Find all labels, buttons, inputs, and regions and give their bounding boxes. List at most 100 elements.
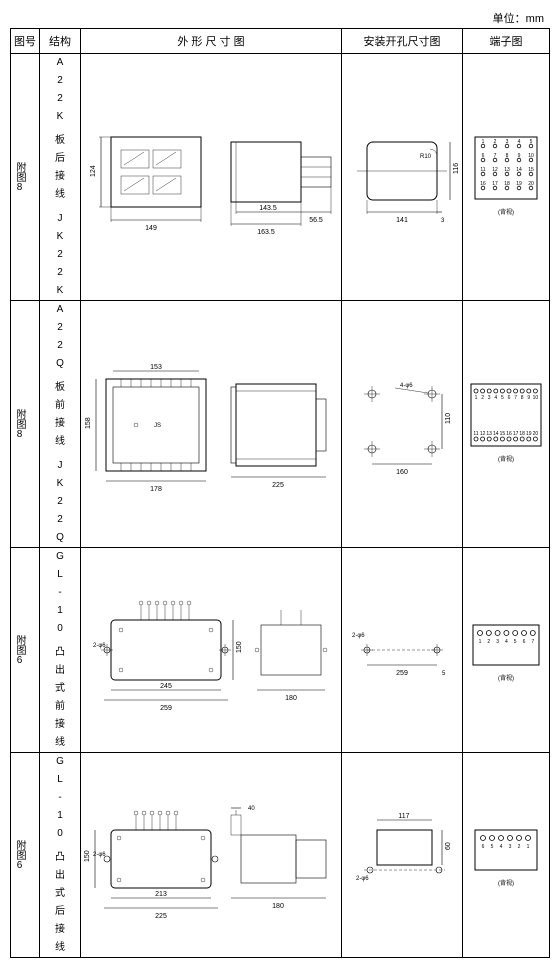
fig-label-1: 附图8 — [11, 54, 40, 301]
svg-text:17: 17 — [492, 181, 498, 187]
svg-text:143.5: 143.5 — [259, 205, 277, 212]
spec-table: 图号 结构 外 形 尺 寸 图 安装开孔尺寸图 端子图 附图8 A22K板后接线… — [10, 28, 550, 958]
row-1: 附图8 A22K板后接线JK22K 124 149 143.5 163.5 56… — [11, 54, 550, 301]
svg-text:6: 6 — [523, 639, 526, 645]
svg-text:5: 5 — [530, 139, 533, 145]
svg-text:2-φ6: 2-φ6 — [352, 633, 365, 639]
svg-text:6: 6 — [508, 395, 511, 401]
svg-text:16: 16 — [506, 431, 512, 437]
svg-text:11: 11 — [480, 167, 485, 173]
header-struct: 结构 — [40, 29, 81, 54]
svg-text:153: 153 — [150, 364, 162, 371]
svg-text:5: 5 — [491, 844, 494, 850]
svg-text:40: 40 — [248, 806, 255, 812]
svg-text:7: 7 — [494, 153, 497, 159]
svg-text:5: 5 — [514, 639, 517, 645]
svg-text:163.5: 163.5 — [257, 229, 275, 236]
svg-text:180: 180 — [285, 695, 297, 702]
svg-text:178: 178 — [150, 486, 162, 493]
svg-text:1: 1 — [482, 139, 485, 145]
svg-text:1: 1 — [527, 844, 530, 850]
row-2: 附图8 A22Q板前接线JK22Q JS 153 158 178 225 4-φ… — [11, 301, 550, 548]
outline-svg-4: 2-φ6 150 213 225 40 180 — [81, 780, 341, 930]
svg-text:19: 19 — [516, 181, 522, 187]
svg-text:150: 150 — [84, 850, 91, 862]
svg-text:13: 13 — [486, 431, 492, 437]
svg-text:3: 3 — [488, 395, 491, 401]
svg-text:(背视): (背视) — [498, 455, 514, 463]
svg-text:12: 12 — [492, 167, 498, 173]
svg-text:5: 5 — [442, 671, 446, 677]
svg-text:225: 225 — [272, 482, 284, 489]
outline-svg-2: JS 153 158 178 225 — [81, 349, 341, 499]
svg-text:10: 10 — [528, 153, 534, 159]
svg-text:7: 7 — [531, 639, 534, 645]
struct-3: GL-10凸出式前接线 — [40, 548, 81, 753]
svg-text:14: 14 — [516, 167, 522, 173]
svg-text:13: 13 — [504, 167, 510, 173]
svg-text:3: 3 — [506, 139, 509, 145]
svg-text:8: 8 — [521, 395, 524, 401]
terminal-svg-4: 654321 (背视) — [463, 780, 549, 930]
mounting-svg-1: R10 141 116 3 — [342, 102, 462, 252]
svg-text:213: 213 — [155, 891, 167, 898]
svg-text:2: 2 — [481, 395, 484, 401]
svg-text:4: 4 — [494, 395, 497, 401]
svg-text:3: 3 — [509, 844, 512, 850]
svg-text:9: 9 — [518, 153, 521, 159]
svg-text:16: 16 — [480, 181, 486, 187]
svg-text:(背视): (背视) — [498, 879, 514, 887]
header-terminal: 端子图 — [463, 29, 550, 54]
svg-text:1: 1 — [475, 395, 478, 401]
svg-text:(背视): (背视) — [498, 674, 514, 682]
svg-text:3: 3 — [441, 218, 445, 224]
header-figno: 图号 — [11, 29, 40, 54]
svg-text:(背视): (背视) — [498, 208, 514, 216]
svg-text:2: 2 — [518, 844, 521, 850]
svg-text:17: 17 — [513, 431, 519, 437]
svg-text:20: 20 — [528, 181, 534, 187]
svg-text:180: 180 — [272, 903, 284, 910]
svg-text:20: 20 — [533, 431, 539, 437]
svg-text:4: 4 — [518, 139, 521, 145]
outline-1: 124 149 143.5 163.5 56.5 — [81, 54, 342, 301]
svg-text:259: 259 — [396, 670, 408, 677]
svg-text:12: 12 — [480, 431, 486, 437]
outline-2: JS 153 158 178 225 — [81, 301, 342, 548]
svg-text:245: 245 — [160, 683, 172, 690]
svg-text:8: 8 — [506, 153, 509, 159]
svg-text:4: 4 — [500, 844, 503, 850]
svg-text:6: 6 — [482, 844, 485, 850]
svg-text:7: 7 — [514, 395, 517, 401]
struct-2: A22Q板前接线JK22Q — [40, 301, 81, 548]
svg-text:2: 2 — [494, 139, 497, 145]
outline-4: 2-φ6 150 213 225 40 180 — [81, 753, 342, 958]
header-outline: 外 形 尺 寸 图 — [81, 29, 342, 54]
terminal-svg-3: 1234567 (背视) — [463, 575, 549, 725]
mounting-1: R10 141 116 3 — [342, 54, 463, 301]
svg-text:2-φ6: 2-φ6 — [356, 876, 369, 882]
unit-label: 单位：mm — [10, 10, 544, 26]
svg-text:2: 2 — [487, 639, 490, 645]
header-mounting: 安装开孔尺寸图 — [342, 29, 463, 54]
svg-text:60: 60 — [445, 842, 452, 850]
outline-3: 2-φ6 150 245 259 180 — [81, 548, 342, 753]
svg-text:160: 160 — [396, 469, 408, 476]
svg-text:149: 149 — [145, 225, 157, 232]
mounting-2: 4-φ6 110 160 — [342, 301, 463, 548]
svg-text:117: 117 — [398, 813, 409, 820]
svg-text:2-φ6: 2-φ6 — [93, 643, 106, 649]
svg-text:158: 158 — [85, 417, 92, 429]
terminal-3: 1234567 (背视) — [463, 548, 550, 753]
svg-text:JS: JS — [154, 423, 161, 429]
terminal-1: 1234567891011121314151617181920 (背视) — [463, 54, 550, 301]
svg-text:124: 124 — [90, 165, 97, 177]
terminal-4: 654321 (背视) — [463, 753, 550, 958]
mounting-svg-2: 4-φ6 110 160 — [342, 349, 462, 499]
svg-text:4: 4 — [505, 639, 508, 645]
svg-text:5: 5 — [501, 395, 504, 401]
row-3: 附图6 GL-10凸出式前接线 2-φ6 150 245 259 180 2-φ… — [11, 548, 550, 753]
svg-text:150: 150 — [236, 641, 243, 653]
mounting-svg-3: 2-φ6 259 5 — [342, 575, 462, 725]
svg-text:10: 10 — [533, 395, 539, 401]
